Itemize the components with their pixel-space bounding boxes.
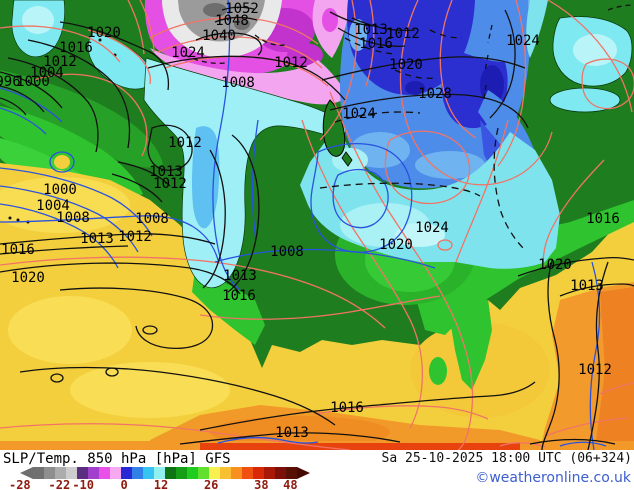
colorbar-cell bbox=[88, 467, 99, 479]
colorbar-cell bbox=[253, 467, 264, 479]
colorbar-cell bbox=[132, 467, 143, 479]
colorbar-cell bbox=[165, 467, 176, 479]
red-contours bbox=[0, 0, 634, 450]
colorbar-ticks: -28 -22 -10 0 12 26 38 48 bbox=[9, 478, 298, 490]
colorbar-cell bbox=[77, 467, 88, 479]
colorbar-cell bbox=[187, 467, 198, 479]
colorbar-cell bbox=[143, 467, 154, 479]
colorbar-tick: 0 bbox=[120, 478, 128, 490]
copyright-text: ©weatheronline.co.uk bbox=[475, 470, 631, 486]
colorbar-cell bbox=[66, 467, 77, 479]
blue-contours bbox=[0, 0, 607, 450]
colorbar-cell bbox=[154, 467, 165, 479]
colorbar-tick: 38 bbox=[254, 478, 269, 490]
colorbar bbox=[33, 467, 297, 479]
colorbar-cell bbox=[231, 467, 242, 479]
colorbar-tick: -22 bbox=[48, 478, 71, 490]
colorbar-cell bbox=[176, 467, 187, 479]
weather-map: 9961000100410121016102010241040104810521… bbox=[0, 0, 634, 450]
colorbar-cell bbox=[275, 467, 286, 479]
colorbar-left-arrow-icon bbox=[20, 467, 33, 479]
colorbar-cell bbox=[264, 467, 275, 479]
legend-bar: SLP/Temp. 850 hPa [hPa] GFS Sa 25-10-202… bbox=[0, 450, 634, 490]
colorbar-cell bbox=[99, 467, 110, 479]
colorbar-tick: 48 bbox=[283, 478, 298, 490]
map-graphic bbox=[0, 0, 634, 450]
colorbar-cell bbox=[121, 467, 132, 479]
colorbar-cell bbox=[33, 467, 44, 479]
colorbar-cell bbox=[198, 467, 209, 479]
colorbar-cell bbox=[209, 467, 220, 479]
colorbar-cell bbox=[110, 467, 121, 479]
colorbar-cell bbox=[55, 467, 66, 479]
colorbar-cell bbox=[220, 467, 231, 479]
black-isobars bbox=[0, 4, 634, 450]
colorbar-tick: 12 bbox=[153, 478, 169, 490]
colorbar-tick: -10 bbox=[72, 478, 94, 490]
colorbar-cell bbox=[286, 467, 297, 479]
colorbar-cell bbox=[242, 467, 253, 479]
colorbar-cell bbox=[44, 467, 55, 479]
legend-title: SLP/Temp. 850 hPa [hPa] GFS bbox=[3, 451, 231, 467]
colorbar-tick: 26 bbox=[203, 478, 219, 490]
colorbar-right-arrow-icon bbox=[297, 467, 310, 479]
colorbar-tick: -28 bbox=[8, 478, 31, 490]
legend-datetime: Sa 25-10-2025 18:00 UTC (06+324) bbox=[381, 451, 632, 466]
